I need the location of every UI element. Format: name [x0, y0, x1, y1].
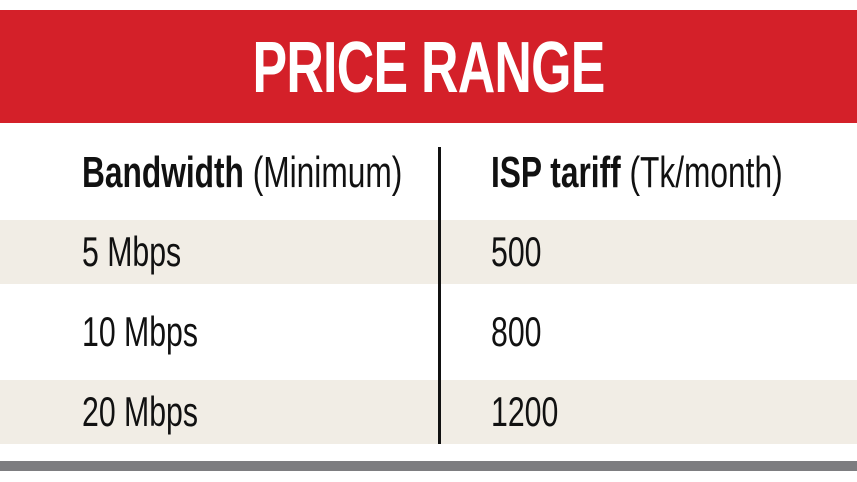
tariff-cell: 500 — [491, 220, 561, 284]
table-row: 5 Mbps 500 — [0, 220, 857, 284]
header-tariff: ISP tariff (Tk/month) — [491, 140, 857, 206]
table-row: 20 Mbps 1200 — [0, 380, 857, 444]
header-bandwidth: Bandwidth (Minimum) — [82, 140, 527, 206]
tariff-value: 800 — [491, 308, 542, 355]
bandwidth-cell: 10 Mbps — [82, 300, 243, 364]
header-bandwidth-qualifier: (Minimum) — [243, 148, 403, 197]
page-title: PRICE RANGE — [252, 27, 605, 108]
tariff-value: 1200 — [491, 388, 559, 435]
bandwidth-value: 10 Mbps — [82, 308, 198, 355]
column-divider — [438, 147, 441, 444]
bandwidth-value: 5 Mbps — [82, 228, 182, 275]
bandwidth-value: 20 Mbps — [82, 388, 198, 435]
tariff-cell: 800 — [491, 300, 561, 364]
title-banner: PRICE RANGE — [0, 10, 857, 123]
bottom-rule — [0, 461, 857, 471]
header-tariff-label: ISP tariff — [491, 148, 621, 197]
bandwidth-cell: 20 Mbps — [82, 380, 243, 444]
table-row: 10 Mbps 800 — [0, 300, 857, 364]
table-header-row: Bandwidth (Minimum) ISP tariff (Tk/month… — [0, 140, 857, 206]
header-tariff-qualifier: (Tk/month) — [620, 148, 783, 197]
tariff-value: 500 — [491, 228, 542, 275]
bandwidth-cell: 5 Mbps — [82, 220, 220, 284]
header-bandwidth-label: Bandwidth — [82, 148, 244, 197]
tariff-cell: 1200 — [491, 380, 584, 444]
